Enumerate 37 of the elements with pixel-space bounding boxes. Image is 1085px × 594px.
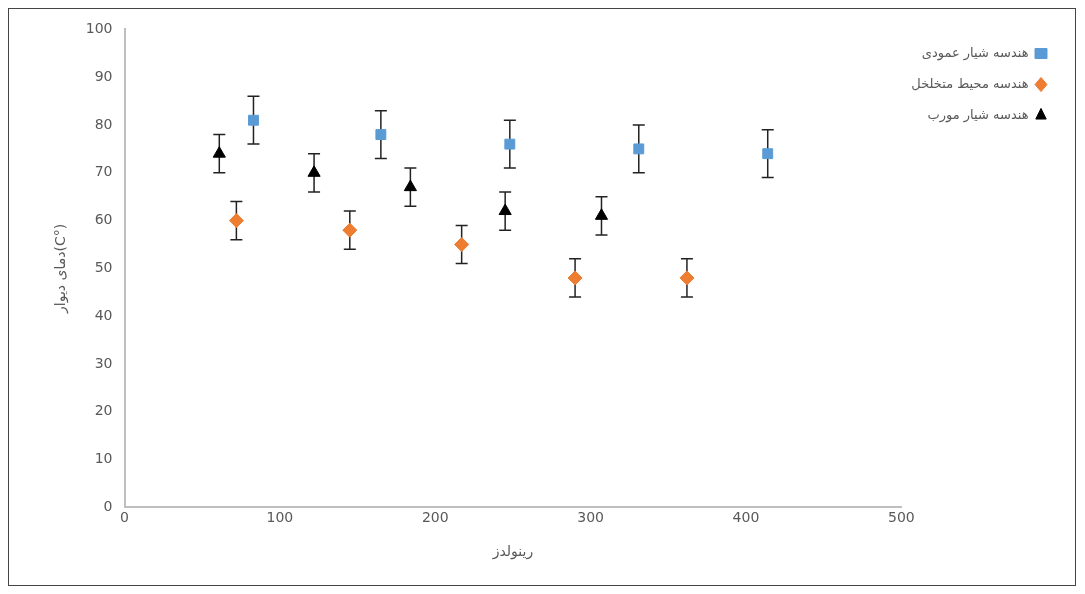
x-tick-label: 100 xyxy=(266,509,294,526)
point xyxy=(679,270,695,286)
point xyxy=(633,143,645,155)
y-tick-label: 20 xyxy=(94,402,113,419)
point xyxy=(504,138,516,150)
y-tick-label: 0 xyxy=(103,498,113,515)
point xyxy=(498,203,512,216)
legend-label: هندسه محیط متخلخل xyxy=(911,75,1029,91)
point xyxy=(375,129,387,141)
y-tick-label: 70 xyxy=(94,163,113,180)
y-tick-label: 80 xyxy=(94,115,113,132)
y-tick-label: 10 xyxy=(94,450,113,467)
legend-label: هندسه شیار مورب xyxy=(927,106,1029,123)
point xyxy=(248,114,259,126)
y-tick-label: 60 xyxy=(94,211,113,228)
y-tick-label: 30 xyxy=(94,354,113,371)
y-tick-label: 90 xyxy=(94,67,113,84)
point xyxy=(403,179,417,192)
y-tick-label: 100 xyxy=(85,20,113,37)
y-tick-label: 50 xyxy=(94,259,113,276)
x-tick-label: 500 xyxy=(887,509,915,526)
point xyxy=(454,237,470,252)
point xyxy=(228,213,244,229)
point xyxy=(342,222,358,238)
x-tick-label: 200 xyxy=(421,509,449,526)
point xyxy=(307,165,321,177)
x-tick-label: 0 xyxy=(120,509,129,526)
x-tick-label: 300 xyxy=(577,509,604,526)
x-axis-title: رینولدز xyxy=(491,543,534,561)
y-axis-title: دمای دیوار(C°) xyxy=(52,223,70,314)
point xyxy=(567,270,583,286)
point xyxy=(762,148,774,160)
point xyxy=(212,146,226,158)
y-tick-label: 40 xyxy=(94,306,113,323)
x-tick-label: 400 xyxy=(732,509,760,526)
legend-label: هندسه شیار عمودی xyxy=(921,44,1029,61)
point xyxy=(594,208,609,220)
